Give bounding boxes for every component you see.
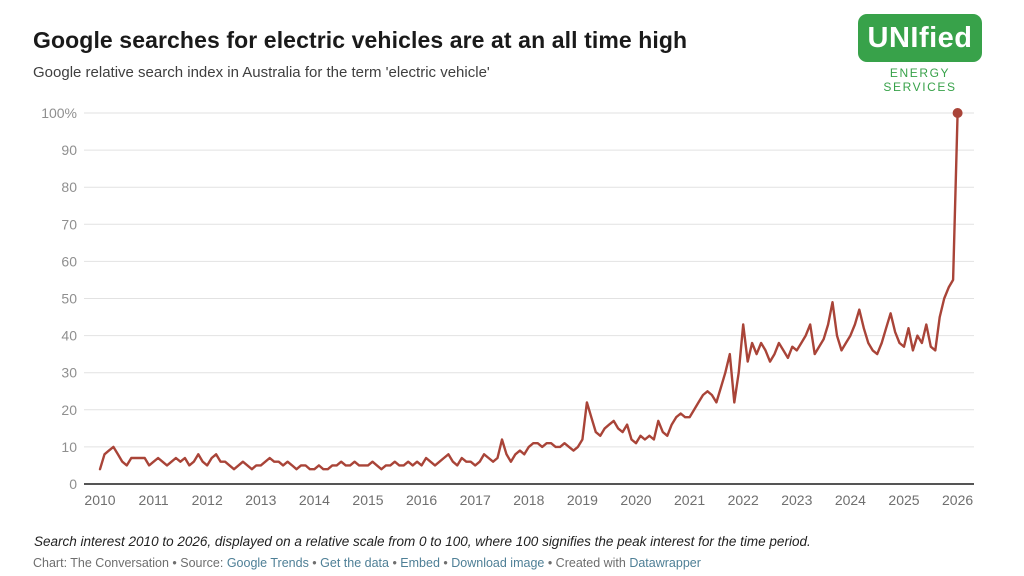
y-tick-label: 80	[61, 179, 77, 195]
x-tick-label: 2014	[299, 492, 330, 508]
y-tick-label: 40	[61, 328, 77, 344]
embed-link[interactable]: Embed	[400, 556, 440, 570]
logo-tagline: ENERGY SERVICES	[883, 66, 957, 94]
unified-energy-logo: UNIfied ENERGY SERVICES	[858, 14, 982, 94]
y-tick-label: 10	[61, 439, 77, 455]
chart-title: Google searches for electric vehicles ar…	[33, 27, 688, 53]
y-tick-label: 90	[61, 142, 77, 158]
x-tick-label: 2016	[406, 492, 437, 508]
y-tick-label: 100%	[41, 105, 77, 121]
end-point-dot	[952, 108, 963, 118]
x-tick-label: 2011	[139, 492, 169, 508]
credit-text: Chart: The Conversation • Source:	[33, 556, 227, 570]
credit-separator: •	[308, 556, 321, 570]
credit-separator: •	[388, 556, 401, 570]
x-tick-label: 2017	[460, 492, 491, 508]
logo-wordmark: UNIfied	[867, 21, 973, 54]
get-the-data-link[interactable]: Get the data	[320, 556, 389, 570]
x-tick-label: 2010	[84, 492, 115, 508]
x-tick-label: 2012	[192, 492, 223, 508]
x-tick-label: 2015	[352, 492, 383, 508]
credit-separator: •	[439, 556, 452, 570]
y-tick-label: 30	[61, 365, 77, 381]
x-tick-label: 2018	[513, 492, 544, 508]
y-tick-label: 50	[61, 291, 77, 307]
x-tick-label: 2025	[888, 492, 919, 508]
x-tick-label: 2023	[781, 492, 812, 508]
y-tick-label: 20	[61, 402, 77, 418]
x-tick-label: 2026	[942, 492, 973, 508]
y-tick-label: 60	[61, 253, 77, 269]
x-tick-label: 2022	[728, 492, 759, 508]
x-tick-label: 2019	[567, 492, 598, 508]
y-tick-label: 0	[69, 476, 77, 492]
x-tick-label: 2024	[835, 492, 866, 508]
credit-separator: •	[544, 556, 556, 570]
datawrapper-link[interactable]: Datawrapper	[629, 556, 701, 570]
chart-subtitle: Google relative search index in Australi…	[33, 64, 490, 81]
credit-text: Created with	[555, 556, 630, 570]
chart-credits: Chart: The Conversation • Source: Google…	[33, 556, 701, 570]
download-image-link[interactable]: Download image	[451, 556, 545, 570]
search-index-line	[98, 111, 959, 471]
chart-note: Search interest 2010 to 2026, displayed …	[34, 534, 811, 549]
x-tick-label: 2020	[620, 492, 651, 508]
x-tick-label: 2021	[674, 492, 705, 508]
x-tick-label: 2013	[245, 492, 276, 508]
google-trends-link[interactable]: Google Trends	[226, 556, 309, 570]
y-tick-label: 70	[61, 216, 77, 232]
logo-badge: UNIfied	[858, 14, 982, 62]
